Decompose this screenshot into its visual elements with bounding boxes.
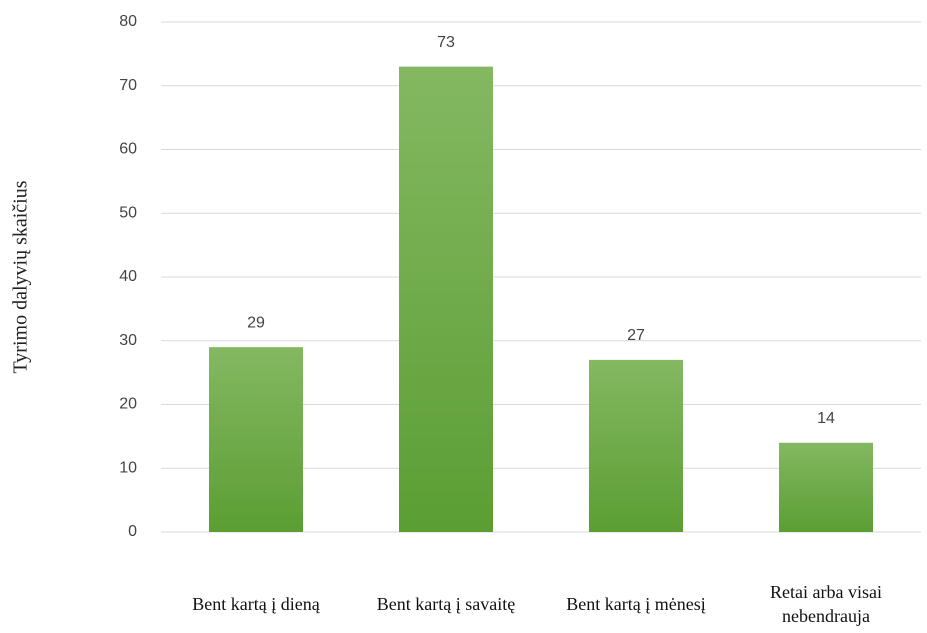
y-tick-label: 40 bbox=[119, 268, 137, 285]
y-tick-label: 10 bbox=[119, 459, 137, 476]
value-label: 29 bbox=[247, 314, 265, 331]
x-tick-label: Bent kartą į savaitę bbox=[376, 594, 516, 614]
y-tick-label: 80 bbox=[119, 13, 137, 30]
bar bbox=[399, 66, 493, 532]
y-tick-label: 20 bbox=[119, 396, 137, 413]
x-tick-label: Bent kartą į dieną bbox=[192, 594, 320, 614]
y-tick-label: 30 bbox=[119, 332, 137, 349]
bar bbox=[589, 359, 683, 532]
value-label: 73 bbox=[437, 34, 455, 51]
y-tick-label: 70 bbox=[119, 77, 137, 94]
x-tick-label: Bent kartą į mėnesį bbox=[566, 594, 706, 614]
value-label: 14 bbox=[817, 410, 835, 427]
bar bbox=[209, 347, 303, 532]
value-label: 27 bbox=[627, 327, 645, 344]
bar bbox=[779, 442, 873, 532]
y-tick-label: 60 bbox=[119, 141, 137, 158]
y-axis-title: Tyrimo dalyvių skaičius bbox=[10, 180, 32, 373]
y-tick-label: 0 bbox=[128, 523, 137, 540]
y-tick-label: 50 bbox=[119, 204, 137, 221]
x-tick-label: Retai arba visai nebendrauja bbox=[770, 582, 882, 626]
